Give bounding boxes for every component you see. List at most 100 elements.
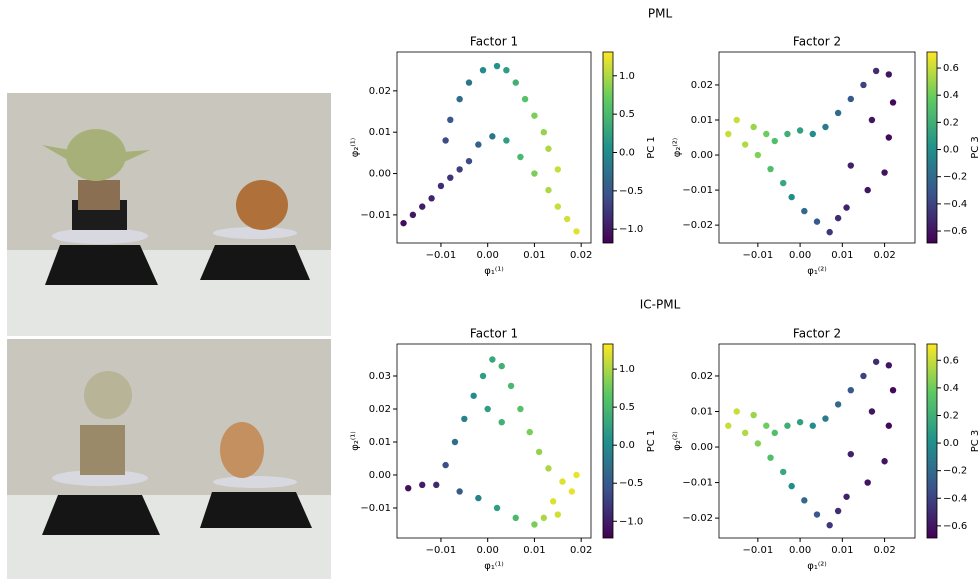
point [813,218,821,225]
point [498,362,505,370]
point [442,461,449,469]
point [456,95,463,103]
point [813,511,821,518]
point [885,422,893,429]
y-tick-label: 0.02 [369,86,391,97]
point [834,401,842,408]
point [540,129,547,136]
point [809,422,816,429]
point [788,193,795,201]
y-axis-label: φ₂⁽¹⁾ [350,138,361,158]
x-tick-label: 0.00 [789,545,811,556]
x-tick-label: 0.00 [477,545,499,556]
point [563,215,571,223]
point [872,358,880,365]
point [451,438,459,446]
point [433,481,440,489]
point [568,488,576,495]
point [456,166,463,173]
x-tick-label: 0.02 [570,545,592,556]
colorbar-tick-label: 1.0 [619,364,635,375]
point [763,422,770,429]
colorbar-tick-label: 0.5 [619,402,635,413]
y-axis-label: φ₂⁽¹⁾ [350,431,361,451]
point [864,479,871,486]
point [419,203,426,210]
y-tick-label: −0.01 [682,185,713,196]
point [843,204,850,211]
point [493,504,501,512]
x-tick-label: 0.01 [523,250,545,261]
point [521,95,529,103]
y-tick-label: 0.01 [369,127,391,138]
point [767,165,774,173]
colorbar-tick-label: 0.0 [619,147,635,158]
y-tick-label: 0.01 [691,115,713,126]
point [489,356,496,363]
point [733,408,740,415]
colorbar [926,343,938,539]
point [479,66,487,74]
colorbar-tick-label: −0.5 [619,478,643,489]
colorbar-tick-label: 0.5 [619,109,635,120]
point [796,127,804,134]
y-tick-label: −0.02 [682,220,713,231]
colorbar-tick-label: −0.4 [943,199,967,210]
colorbar-tick-label: −1.0 [619,516,643,527]
colorbar-tick-label: 0.0 [943,145,959,156]
colorbar-tick-label: 0.4 [943,90,959,101]
point [725,130,732,138]
point [847,386,854,394]
colorbar-label: PC 1 [646,430,657,453]
point [860,81,867,89]
y-tick-label: 0.00 [369,169,391,180]
point [475,494,482,502]
point [512,79,519,86]
point [456,488,463,495]
point [447,116,454,124]
point [872,67,880,75]
x-axis-label: φ₁⁽¹⁾ [484,266,504,277]
point [754,440,762,447]
point [733,116,740,124]
row-title: PML [648,7,673,21]
colorbar-tick-label: −0.2 [943,466,967,477]
x-tick-label: 0.01 [831,250,853,261]
x-tick-label: 0.02 [873,250,895,261]
colorbar-tick-label: 0.6 [943,63,959,74]
point [885,71,893,78]
point [465,157,473,165]
x-tick-label: 0.00 [789,250,811,261]
point [554,511,562,518]
row-title: IC-PML [640,298,681,312]
x-tick-label: −0.01 [426,250,457,261]
chart-title: Factor 1 [470,35,518,49]
point [784,422,791,429]
point [741,429,749,437]
point [784,130,791,138]
colorbar [602,51,614,244]
point [545,465,552,472]
photo-top [7,93,331,336]
point [763,130,770,138]
axes-frame [718,51,916,244]
point [507,382,515,390]
point [493,62,501,70]
point [809,130,816,138]
point [419,481,426,489]
colorbar-tick-label: 0.0 [619,440,635,451]
point [535,448,543,456]
point [498,418,505,426]
point [512,514,519,522]
point [470,392,477,399]
y-tick-label: 0.00 [369,470,391,481]
x-tick-label: 0.01 [831,545,853,556]
point [750,411,757,419]
colorbar-tick-label: 1.0 [619,71,635,82]
point [531,170,538,177]
y-axis-label: φ₂⁽²⁾ [672,431,683,451]
colorbar-tick-label: 0.6 [943,355,959,366]
point [780,468,787,476]
axes-frame [396,51,592,244]
